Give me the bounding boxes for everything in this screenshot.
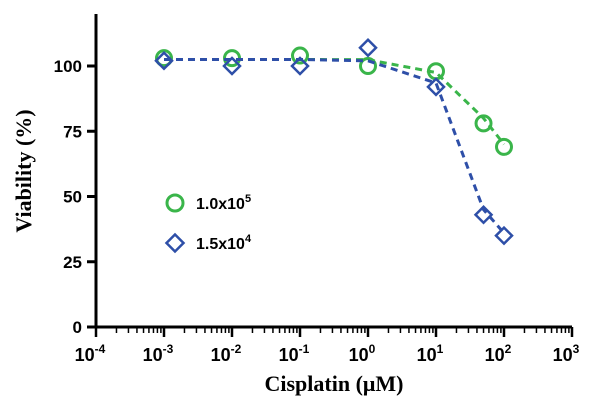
y-ticks: 0 25 50 75 100 — [54, 57, 96, 337]
series-1-point — [291, 46, 309, 65]
x-tick-base: 10 — [279, 345, 299, 365]
legend-marker-2 — [164, 232, 186, 254]
y-tick-label: 50 — [63, 188, 82, 207]
series-2-point — [290, 56, 310, 76]
x-tick-base: 10 — [349, 345, 369, 365]
x-tick-label: 101 — [417, 342, 444, 365]
legend-label-base: 1.5x10 — [196, 236, 245, 253]
legend-label-2: 1.5x104 — [196, 233, 252, 253]
x-tick-base: 10 — [485, 345, 505, 365]
y-tick-label: 100 — [54, 57, 82, 76]
x-tick-exponent: -2 — [231, 342, 242, 356]
legend-label-exponent: 5 — [245, 193, 251, 205]
legend-label-exponent: 4 — [245, 233, 252, 245]
x-tick-exponent: -1 — [299, 342, 310, 356]
x-tick-exponent: 3 — [573, 342, 580, 356]
series-2-point — [426, 77, 446, 97]
x-tick-exponent: 2 — [505, 342, 512, 356]
series-2-point — [494, 225, 514, 246]
series-1-point — [155, 49, 173, 68]
y-tick-label: 75 — [63, 122, 82, 141]
x-tick-exponent: 0 — [369, 342, 376, 356]
x-tick-exponent: 1 — [437, 342, 444, 356]
series-2-fit-line — [164, 58, 506, 234]
x-tick-label: 100 — [349, 342, 376, 365]
x-tick-label: 10-3 — [143, 342, 174, 365]
x-axis-title: Cisplatin (μM) — [265, 371, 404, 396]
x-tick-label: 10-4 — [75, 342, 106, 365]
series-1-point — [359, 57, 377, 75]
x-tick-label: 10-1 — [279, 342, 310, 365]
x-ticks: 10-4 10-3 10-2 10-1 100 101 102 103 — [75, 327, 580, 365]
legend: 1.0x105 1.5x104 — [164, 193, 252, 254]
y-axis-title: Viability (%) — [11, 109, 36, 232]
legend-marker-1 — [165, 193, 185, 213]
x-tick-label: 102 — [485, 342, 512, 365]
series-2-point — [222, 56, 242, 76]
series-2-point — [358, 37, 378, 58]
series-1-point — [495, 137, 513, 156]
x-tick-label: 10-2 — [211, 342, 242, 365]
y-tick-label: 0 — [73, 318, 82, 337]
series-1-point — [474, 114, 493, 133]
x-tick-base: 10 — [211, 345, 231, 365]
y-tick-label: 25 — [63, 253, 82, 272]
series-2-point — [154, 51, 174, 71]
x-tick-base: 10 — [143, 345, 163, 365]
legend-label-1: 1.0x105 — [196, 193, 251, 213]
series-layer — [154, 37, 514, 246]
x-tick-base: 10 — [417, 345, 437, 365]
x-tick-base: 10 — [553, 345, 573, 365]
series-2-point — [473, 205, 494, 225]
x-tick-base: 10 — [75, 345, 95, 365]
legend-label-base: 1.0x10 — [196, 196, 245, 213]
x-tick-exponent: -3 — [163, 342, 174, 356]
x-tick-label: 103 — [553, 342, 580, 365]
x-tick-exponent: -4 — [95, 342, 106, 356]
